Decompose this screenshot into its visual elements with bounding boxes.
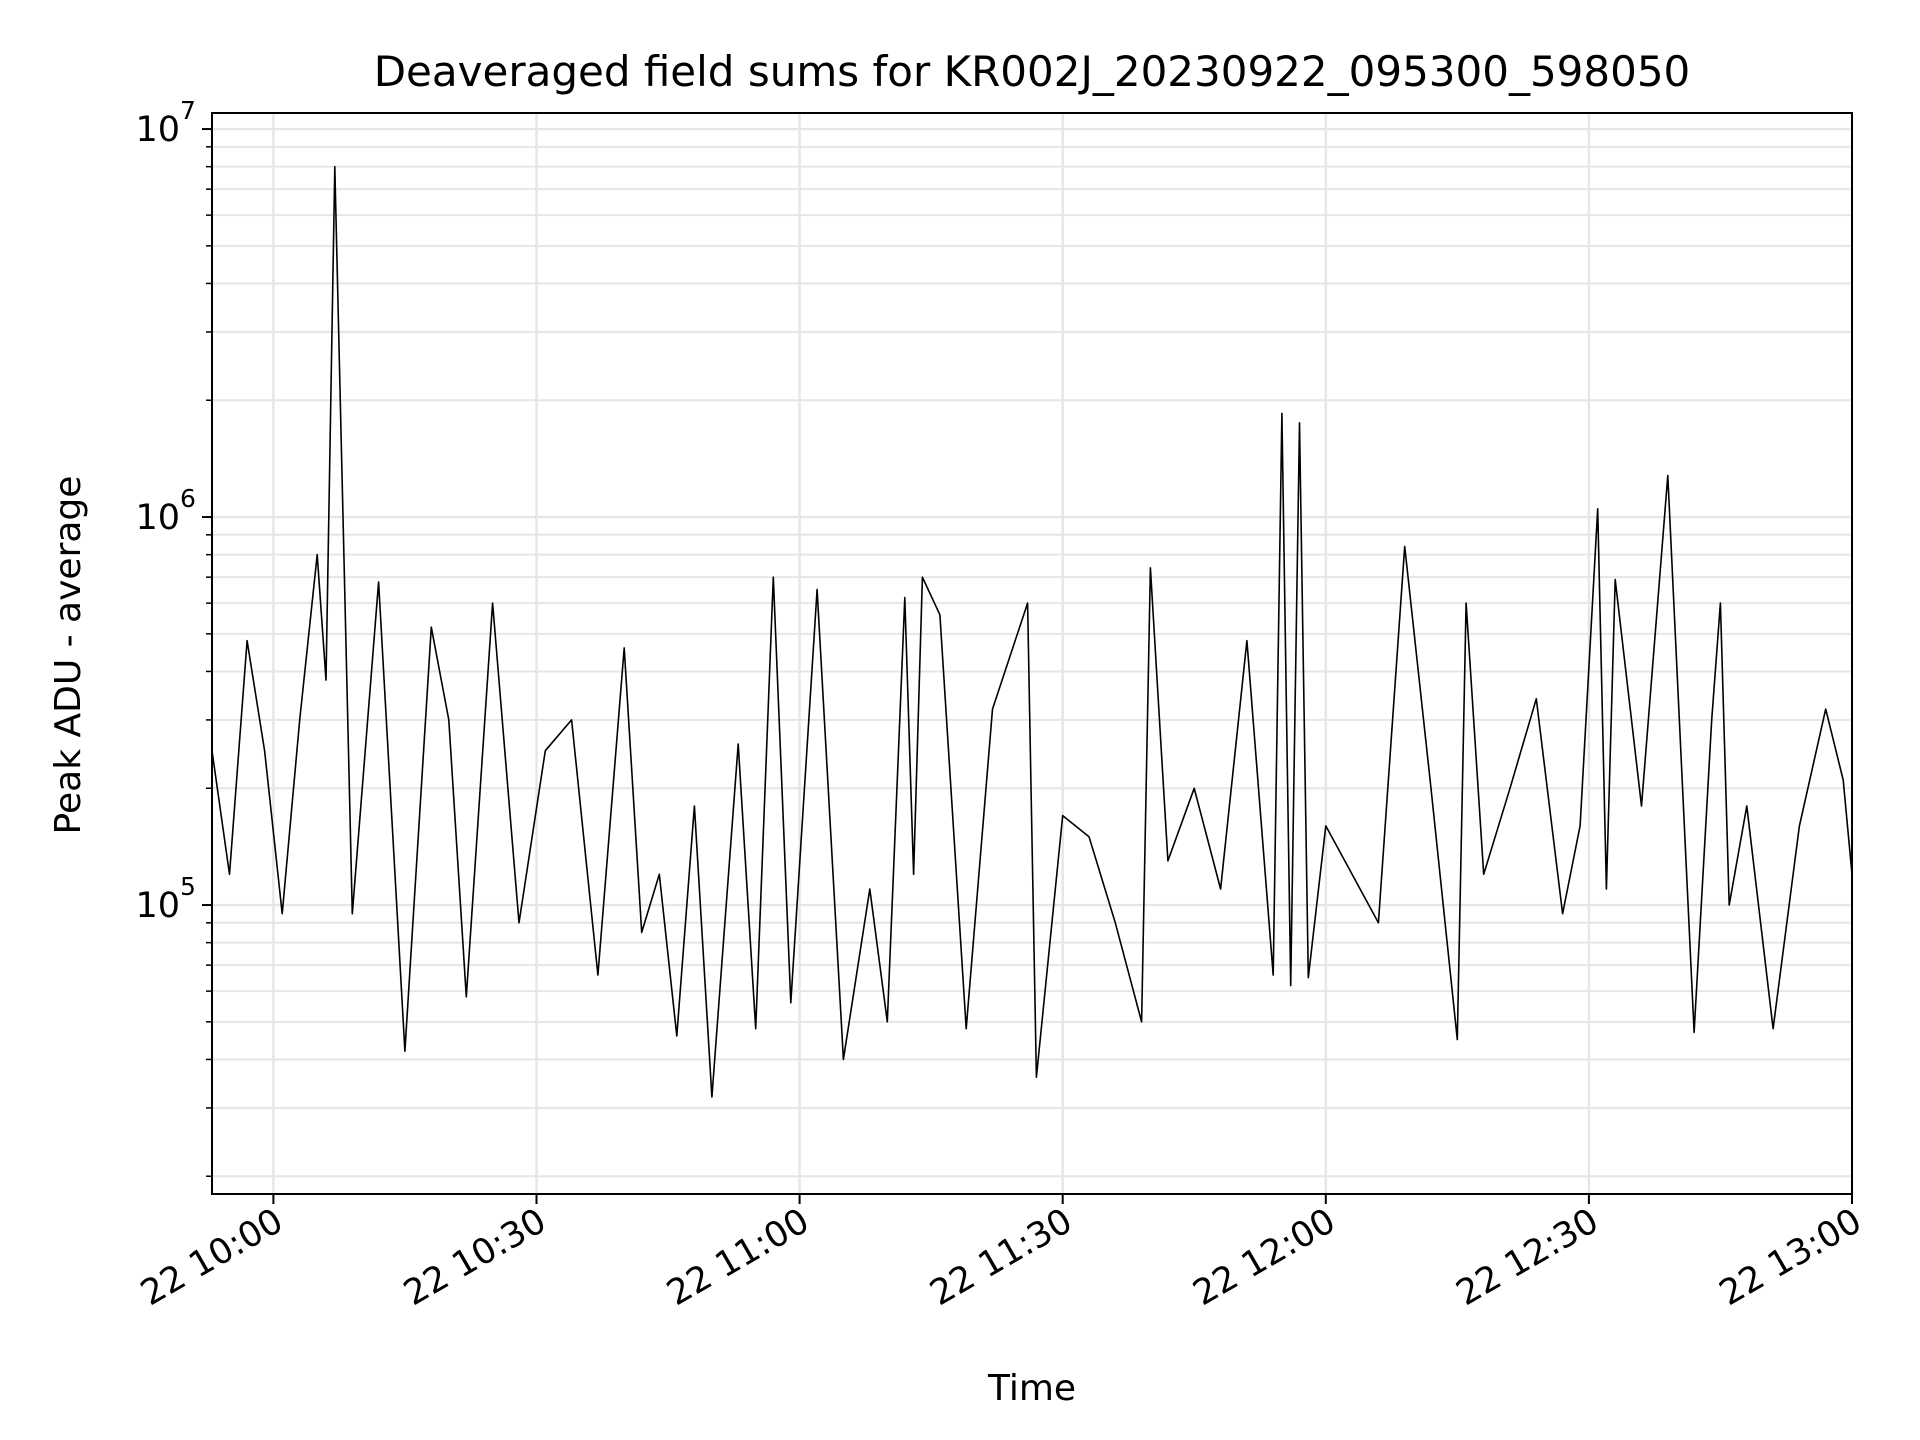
y-axis-label: Peak ADU - average [48, 476, 89, 835]
y-tick-base: 10 [135, 886, 180, 926]
grid [212, 113, 1854, 1194]
y-tick-exponent: 6 [180, 484, 196, 513]
y-tick-exponent: 7 [180, 96, 196, 125]
y-tick-label: 10 5 [135, 872, 195, 926]
y-tick-base: 10 [135, 110, 180, 150]
y-tick-exponent: 5 [180, 872, 196, 901]
y-tick-base: 10 [135, 498, 180, 538]
data-series-line [211, 165, 1853, 1098]
y-tick-label: 10 6 [135, 484, 195, 538]
y-tick-label: 10 7 [135, 96, 195, 150]
x-axis-label: Time [987, 1368, 1076, 1409]
series-group [211, 165, 1853, 1098]
chart-title: Deaveraged field sums for KR002J_2023092… [374, 47, 1691, 96]
plot-frame [211, 112, 1853, 1195]
